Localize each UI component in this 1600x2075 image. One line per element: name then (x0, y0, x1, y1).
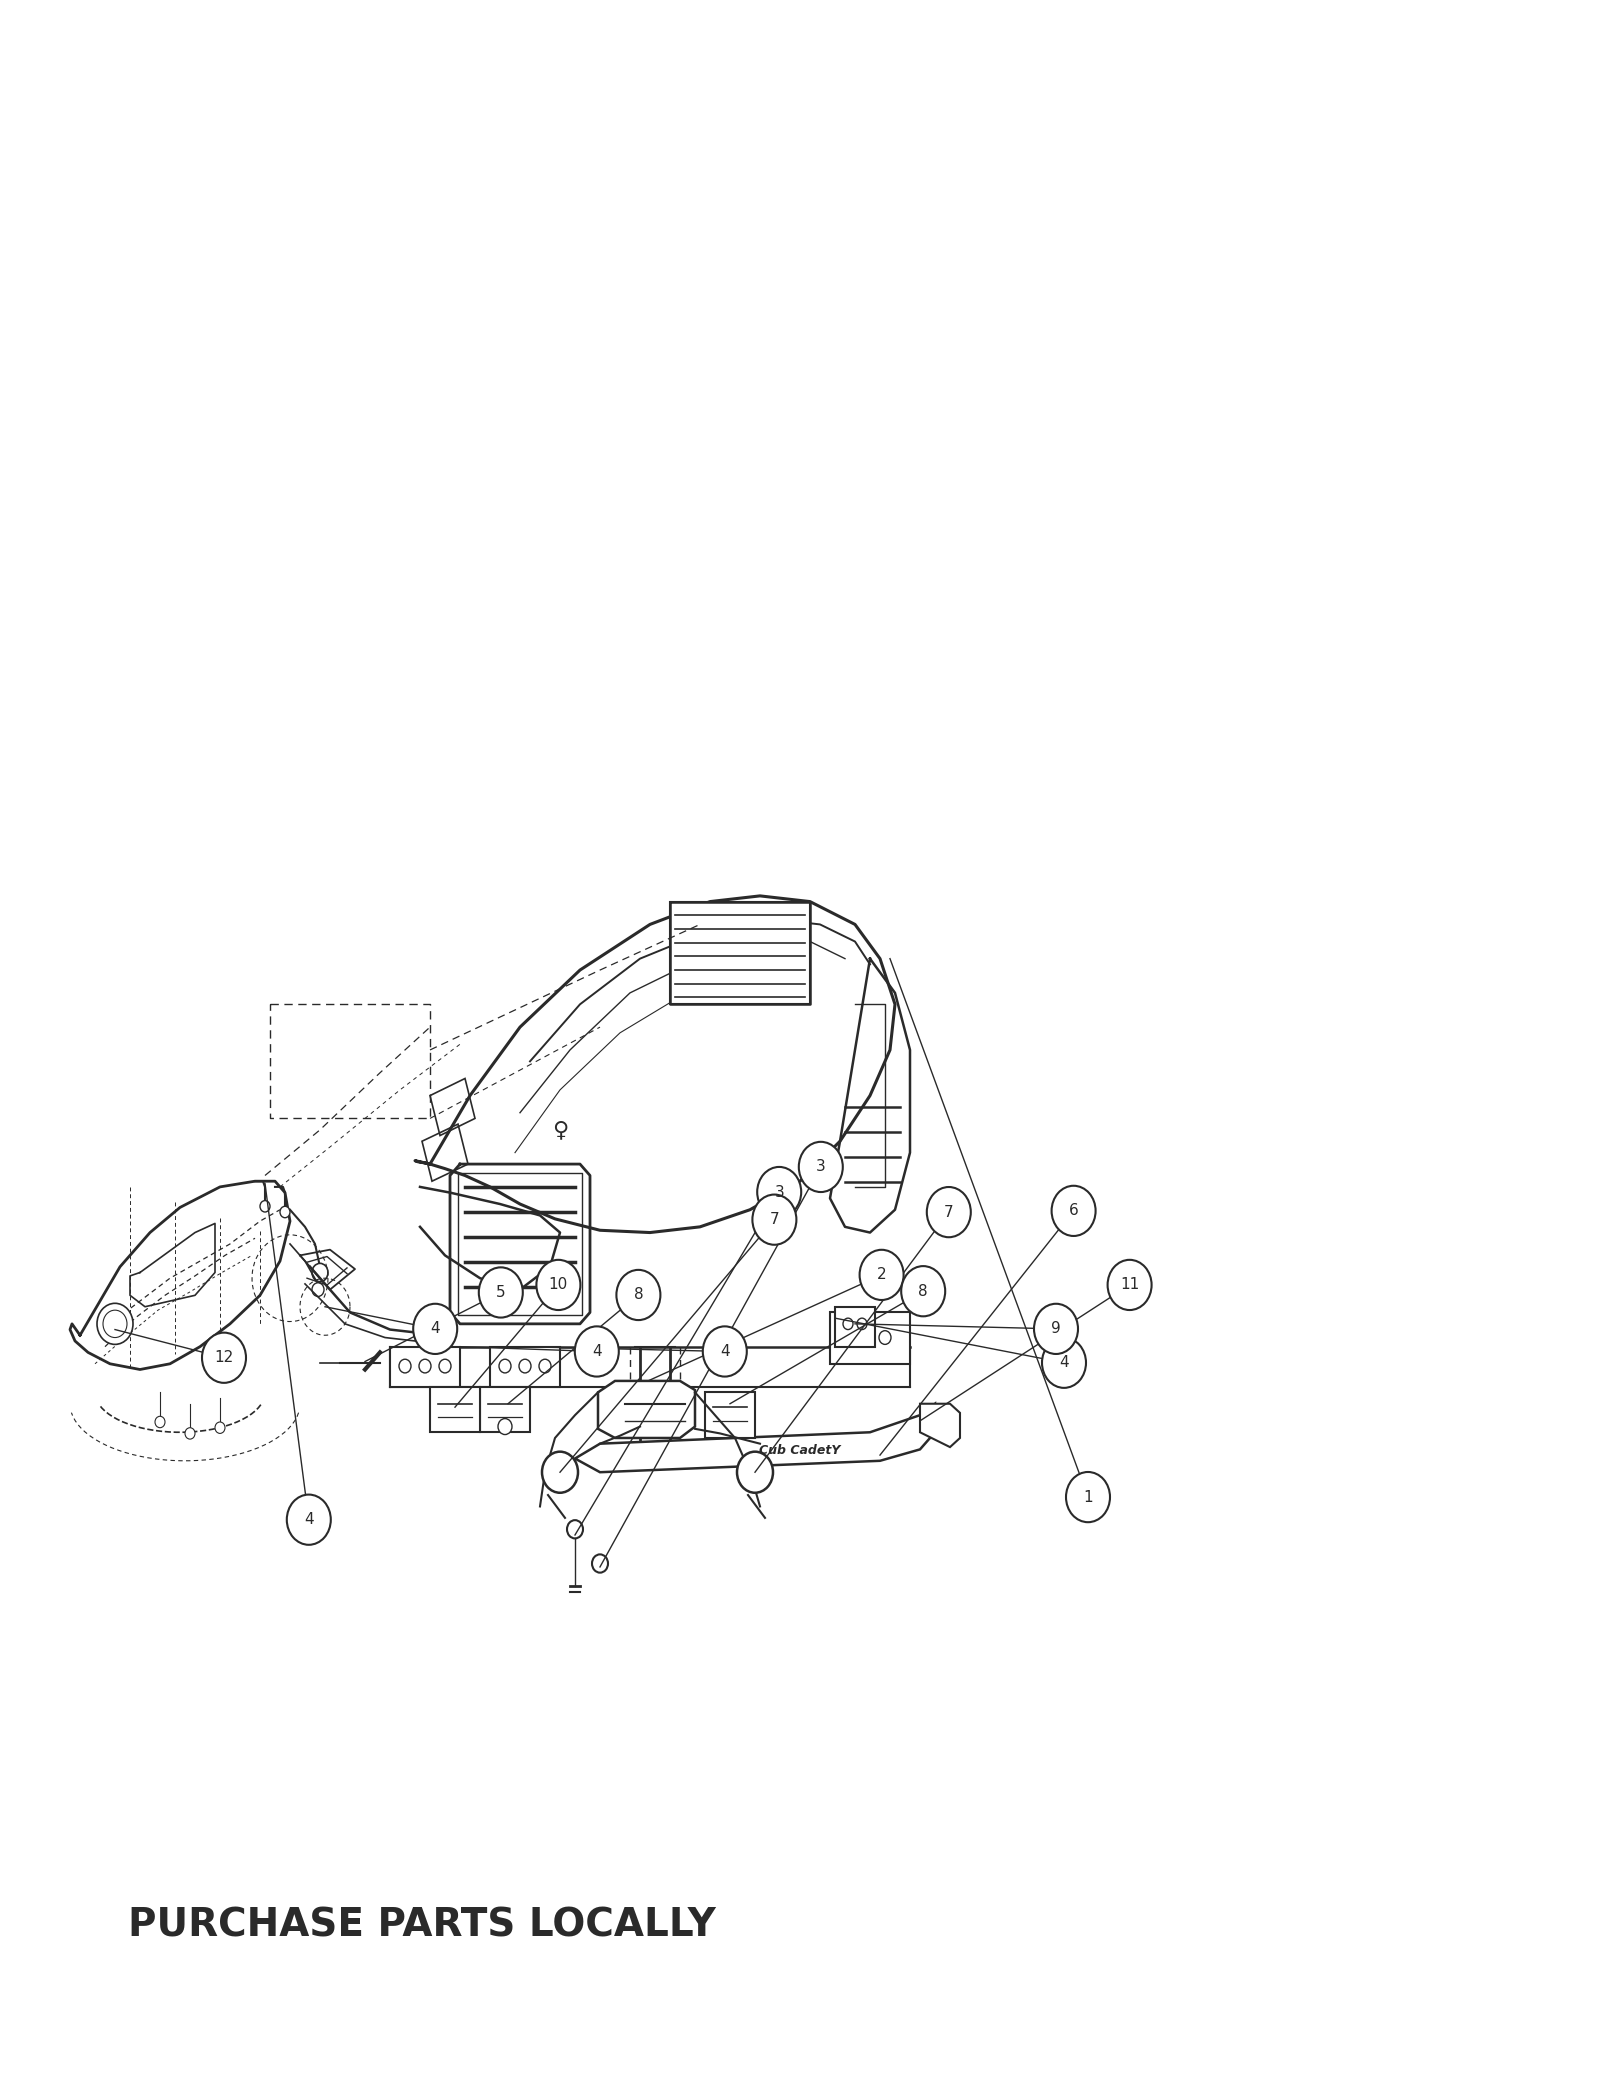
Text: 1: 1 (1083, 1490, 1093, 1504)
Circle shape (878, 1330, 891, 1345)
Circle shape (518, 1359, 531, 1374)
Circle shape (186, 1428, 195, 1440)
Text: 4: 4 (592, 1345, 602, 1359)
Circle shape (901, 1266, 946, 1316)
Circle shape (616, 1270, 661, 1320)
Circle shape (752, 1195, 797, 1245)
Circle shape (859, 1249, 904, 1301)
Text: 8: 8 (634, 1286, 643, 1303)
Circle shape (102, 1309, 126, 1338)
Polygon shape (490, 1347, 560, 1386)
Text: 3: 3 (774, 1185, 784, 1199)
Circle shape (398, 1359, 411, 1374)
Circle shape (202, 1332, 246, 1382)
Circle shape (592, 1554, 608, 1573)
Text: ♀: ♀ (552, 1120, 568, 1139)
Circle shape (1051, 1185, 1096, 1237)
Circle shape (280, 1206, 290, 1218)
Text: PURCHASE PARTS LOCALLY: PURCHASE PARTS LOCALLY (128, 1907, 715, 1944)
Text: 8: 8 (918, 1284, 928, 1299)
Circle shape (413, 1303, 458, 1355)
Circle shape (859, 1330, 870, 1345)
Circle shape (574, 1326, 619, 1376)
Circle shape (155, 1417, 165, 1428)
Circle shape (478, 1268, 523, 1318)
Text: 4: 4 (304, 1513, 314, 1527)
Text: 9: 9 (1051, 1322, 1061, 1336)
Circle shape (499, 1359, 510, 1374)
Circle shape (1034, 1303, 1078, 1355)
Circle shape (286, 1494, 331, 1544)
Circle shape (1107, 1260, 1152, 1309)
Circle shape (542, 1452, 578, 1492)
Circle shape (1066, 1471, 1110, 1523)
Text: 12: 12 (214, 1351, 234, 1365)
Circle shape (419, 1359, 430, 1374)
Circle shape (757, 1166, 802, 1218)
Polygon shape (706, 1392, 755, 1438)
Polygon shape (670, 903, 810, 1004)
Circle shape (843, 1318, 853, 1330)
Circle shape (438, 1359, 451, 1374)
Circle shape (259, 1201, 270, 1212)
Circle shape (214, 1421, 226, 1434)
Text: 4: 4 (720, 1345, 730, 1359)
Circle shape (926, 1187, 971, 1237)
Circle shape (838, 1330, 851, 1345)
Circle shape (498, 1419, 512, 1434)
Circle shape (566, 1521, 582, 1538)
Polygon shape (574, 1403, 934, 1473)
Polygon shape (920, 1403, 960, 1446)
Circle shape (798, 1141, 843, 1191)
Text: Cub CadetY: Cub CadetY (760, 1444, 840, 1457)
Circle shape (1042, 1338, 1086, 1388)
Text: 6: 6 (1069, 1204, 1078, 1218)
Polygon shape (598, 1382, 694, 1438)
Text: 3: 3 (816, 1160, 826, 1174)
Polygon shape (430, 1386, 480, 1432)
Text: 11: 11 (1120, 1278, 1139, 1293)
Text: 7: 7 (944, 1206, 954, 1220)
Text: 2: 2 (877, 1268, 886, 1282)
Text: 4: 4 (430, 1322, 440, 1336)
Polygon shape (390, 1347, 461, 1386)
Circle shape (539, 1359, 550, 1374)
Text: 10: 10 (549, 1278, 568, 1293)
Text: 4: 4 (1059, 1355, 1069, 1370)
Text: 5: 5 (496, 1284, 506, 1299)
Circle shape (536, 1260, 581, 1309)
Polygon shape (835, 1307, 875, 1347)
Circle shape (702, 1326, 747, 1376)
Polygon shape (480, 1386, 530, 1432)
Circle shape (98, 1303, 133, 1345)
Circle shape (738, 1452, 773, 1492)
Text: 7: 7 (770, 1212, 779, 1226)
Circle shape (858, 1318, 867, 1330)
Polygon shape (830, 1313, 910, 1363)
Circle shape (312, 1264, 328, 1282)
Circle shape (312, 1282, 323, 1297)
